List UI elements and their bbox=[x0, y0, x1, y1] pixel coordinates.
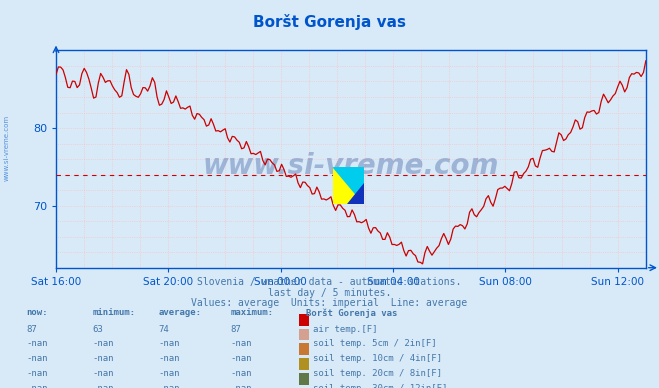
Text: Values: average  Units: imperial  Line: average: Values: average Units: imperial Line: av… bbox=[191, 298, 468, 308]
Text: -nan: -nan bbox=[92, 354, 114, 363]
Text: -nan: -nan bbox=[92, 340, 114, 348]
Text: www.si-vreme.com: www.si-vreme.com bbox=[203, 152, 499, 180]
Text: Slovenia / weather data - automatic stations.: Slovenia / weather data - automatic stat… bbox=[197, 277, 462, 288]
Text: -nan: -nan bbox=[92, 384, 114, 388]
Text: 87: 87 bbox=[26, 325, 37, 334]
Text: www.si-vreme.com: www.si-vreme.com bbox=[3, 114, 9, 180]
Text: 63: 63 bbox=[92, 325, 103, 334]
Text: -nan: -nan bbox=[231, 354, 252, 363]
Text: soil temp. 10cm / 4in[F]: soil temp. 10cm / 4in[F] bbox=[313, 354, 442, 363]
Text: -nan: -nan bbox=[158, 340, 180, 348]
Text: average:: average: bbox=[158, 308, 201, 317]
Text: Boršt Gorenja vas: Boršt Gorenja vas bbox=[253, 14, 406, 29]
Text: soil temp. 20cm / 8in[F]: soil temp. 20cm / 8in[F] bbox=[313, 369, 442, 378]
Text: soil temp. 5cm / 2in[F]: soil temp. 5cm / 2in[F] bbox=[313, 340, 437, 348]
Text: -nan: -nan bbox=[231, 369, 252, 378]
Text: -nan: -nan bbox=[26, 354, 48, 363]
Polygon shape bbox=[333, 167, 364, 204]
Text: 87: 87 bbox=[231, 325, 241, 334]
Text: -nan: -nan bbox=[26, 384, 48, 388]
Text: soil temp. 30cm / 12in[F]: soil temp. 30cm / 12in[F] bbox=[313, 384, 447, 388]
Text: -nan: -nan bbox=[231, 340, 252, 348]
Polygon shape bbox=[347, 184, 364, 204]
Text: -nan: -nan bbox=[158, 369, 180, 378]
Text: now:: now: bbox=[26, 308, 48, 317]
Polygon shape bbox=[333, 167, 364, 204]
Text: -nan: -nan bbox=[92, 369, 114, 378]
Text: -nan: -nan bbox=[26, 340, 48, 348]
Text: minimum:: minimum: bbox=[92, 308, 135, 317]
Text: Boršt Gorenja vas: Boršt Gorenja vas bbox=[306, 308, 398, 318]
Text: last day / 5 minutes.: last day / 5 minutes. bbox=[268, 288, 391, 298]
Text: -nan: -nan bbox=[231, 384, 252, 388]
Text: -nan: -nan bbox=[158, 384, 180, 388]
Text: maximum:: maximum: bbox=[231, 308, 273, 317]
Text: 74: 74 bbox=[158, 325, 169, 334]
Text: -nan: -nan bbox=[158, 354, 180, 363]
Text: air temp.[F]: air temp.[F] bbox=[313, 325, 378, 334]
Text: -nan: -nan bbox=[26, 369, 48, 378]
